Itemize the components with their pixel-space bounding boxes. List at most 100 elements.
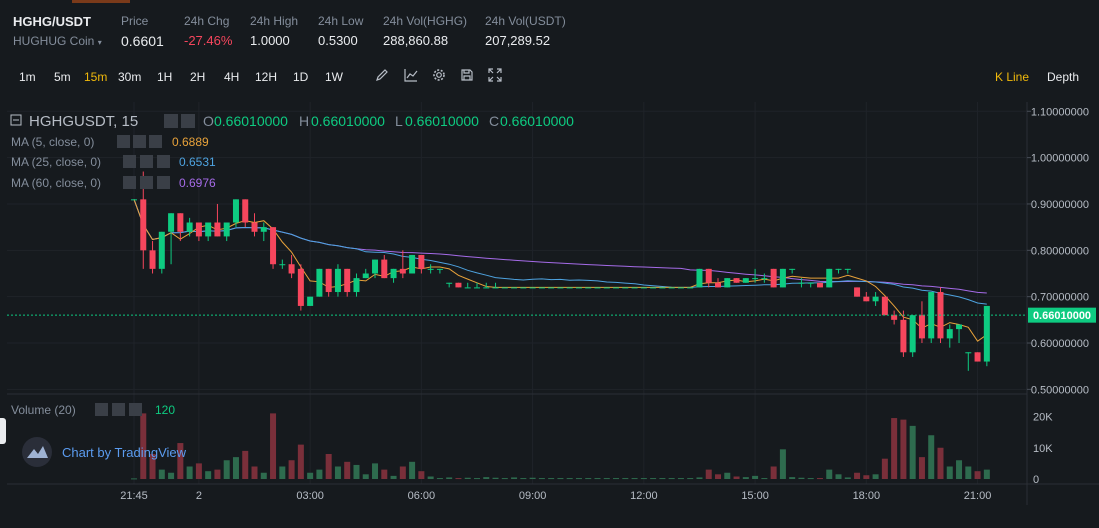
eye-icon[interactable] <box>164 114 178 128</box>
stat-24h-change: 24h Chg -27.46% <box>184 14 232 48</box>
eye-icon[interactable] <box>123 176 136 189</box>
coin-name[interactable]: HUGHUG Coin ▾ <box>13 34 102 48</box>
candle-body <box>232 199 239 223</box>
volume-label: Volume (20) <box>11 403 76 417</box>
ohlc-open-value: 0.66010000 <box>214 113 288 129</box>
pencil-icon[interactable] <box>374 68 390 84</box>
close-icon[interactable] <box>157 176 170 189</box>
volume-bar <box>900 419 907 479</box>
volume-bar <box>334 466 341 479</box>
timeframe-2h[interactable]: 2H <box>190 70 206 84</box>
candle-body <box>946 329 953 339</box>
volume-bar <box>529 477 536 479</box>
side-panel-toggle[interactable] <box>0 418 6 444</box>
gear-icon[interactable] <box>140 176 153 189</box>
close-icon[interactable] <box>149 135 162 148</box>
candle-body <box>158 231 165 269</box>
watermark-text: Chart by TradingView <box>62 445 187 460</box>
candle-body <box>622 287 629 289</box>
stat-price: Price 0.6601 <box>121 14 164 49</box>
candle-body <box>140 199 147 251</box>
volume-bar <box>288 460 295 479</box>
gear-icon[interactable] <box>431 68 447 84</box>
timeframe-15m[interactable]: 15m <box>84 70 108 84</box>
chart-legend: HGHGUSDT, 15 O 0.66010000 H 0.66010000 L… <box>10 113 574 417</box>
volume-bar <box>974 471 981 479</box>
volume-bar <box>473 478 480 480</box>
volume-bar <box>464 477 471 479</box>
candle-body <box>325 268 332 293</box>
view-kline-button[interactable]: K Line <box>995 70 1030 84</box>
stat-label: 24h Vol(HGHG) <box>383 14 468 28</box>
gear-icon[interactable] <box>140 155 153 168</box>
gear-icon[interactable] <box>133 135 146 148</box>
timeframe-30m[interactable]: 30m <box>118 70 142 84</box>
candle-body <box>529 287 536 289</box>
candle-body <box>409 254 416 274</box>
candle-body <box>900 319 907 353</box>
eye-icon[interactable] <box>95 403 108 416</box>
price-tick-label: 0.50000000 <box>1031 384 1089 396</box>
candle-body <box>659 287 666 289</box>
time-tick-label: 18:00 <box>853 490 881 502</box>
volume-bar <box>279 466 286 479</box>
volume-bar <box>325 454 332 479</box>
volume-bar <box>492 477 499 479</box>
fullscreen-icon[interactable] <box>487 68 503 84</box>
candle-body <box>918 315 925 339</box>
candle-body <box>742 278 749 283</box>
moving-average-lines <box>133 199 988 342</box>
ma5-value: 0.6889 <box>172 135 209 149</box>
volume-bar <box>307 472 314 479</box>
tradingview-logo-mark <box>27 446 48 458</box>
candle-body <box>205 222 212 237</box>
candle-body <box>826 268 833 288</box>
volume-bar <box>881 458 888 479</box>
volume-bars <box>131 413 990 480</box>
stat-value: 207,289.52 <box>485 33 551 48</box>
timeframe-1h[interactable]: 1H <box>157 70 173 84</box>
stat-value: 0.5300 <box>318 33 358 48</box>
eye-icon[interactable] <box>123 155 136 168</box>
candle-body <box>260 227 267 232</box>
candle-body <box>872 296 879 302</box>
ma60-label: MA (60, close, 0) <box>11 176 101 190</box>
eye-icon[interactable] <box>117 135 130 148</box>
timeframe-4h[interactable]: 4H <box>224 70 240 84</box>
timeframe-1d[interactable]: 1D <box>293 70 309 84</box>
save-icon[interactable] <box>459 68 475 84</box>
view-depth-button[interactable]: Depth <box>1047 70 1080 84</box>
candle-body <box>715 282 722 288</box>
line-chart-icon[interactable] <box>403 68 419 84</box>
volume-bar <box>631 478 638 480</box>
volume-bar <box>789 477 796 479</box>
stat-label: 24h Vol(USDT) <box>485 14 566 28</box>
volume-bar <box>965 466 972 479</box>
timeframe-5m[interactable]: 5m <box>54 70 71 84</box>
volume-bar <box>149 454 156 479</box>
gear-icon[interactable] <box>181 114 195 128</box>
candle-body <box>696 268 703 288</box>
candle-body <box>344 268 351 293</box>
close-icon[interactable] <box>157 155 170 168</box>
collapse-legend-icon[interactable] <box>10 114 22 126</box>
volume-bar <box>650 478 657 480</box>
candle-body <box>956 324 963 330</box>
timeframe-12h[interactable]: 12H <box>255 70 278 84</box>
gear-icon[interactable] <box>112 403 125 416</box>
close-icon[interactable] <box>129 403 142 416</box>
volume-bar <box>742 477 749 479</box>
candle-body <box>316 268 323 297</box>
volume-bar <box>520 478 527 480</box>
candle-body <box>965 352 972 354</box>
pair-symbol[interactable]: HGHG/USDT <box>13 14 91 29</box>
tradingview-watermark[interactable]: Chart by TradingView <box>22 437 187 467</box>
chart-toolbar: 1m 5m 15m 30m 1H 2H 4H 12H 1D 1W K Line … <box>0 62 1099 92</box>
timeframe-1w[interactable]: 1W <box>325 70 343 84</box>
candle-body <box>427 268 434 270</box>
timeframe-1m[interactable]: 1m <box>19 70 36 84</box>
tradingview-chart[interactable]: 1.10000000 1.00000000 0.90000000 0.80000000… <box>7 102 1099 505</box>
candle-body <box>279 264 286 266</box>
volume-bar <box>344 461 351 479</box>
volume-bar <box>538 478 545 480</box>
